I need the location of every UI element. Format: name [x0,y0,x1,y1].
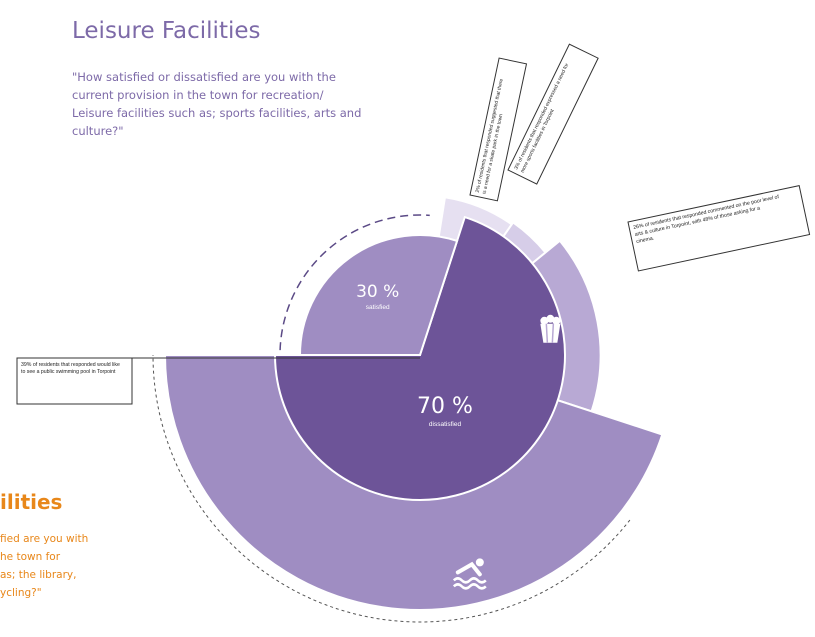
survey-question: "How satisfied or dissatisfied are you w… [72,70,362,138]
satisfied-dashed-arc [279,214,430,351]
dissatisfied-percent-label: 70 % [417,394,473,419]
swimmer-icon [452,558,487,590]
satisfied-sub-label: satisfied [366,304,390,311]
cropped-question-line: ycling?" [0,587,42,599]
cropped-question-line: fied are you with [0,533,89,545]
pool-annotation: 39% of residents that responded would li… [16,357,133,405]
page-title: Leisure Facilities [72,18,261,44]
satisfied-sector [298,234,459,356]
satisfied-percent-label: 30 % [356,282,399,302]
cinema-annotation: 26% of residents that responded commente… [627,185,811,272]
cropped-question-line: he town for [0,551,61,563]
skate-annotation: 2% of residents that responded suggested… [469,57,528,202]
dissatisfied-sector [273,215,566,501]
popcorn-icon [540,314,561,343]
swimming-pool-dashed-arc [152,354,631,623]
pool-annotation-text: 39% of residents that responded would li… [21,362,120,375]
cropped-section-title: ilities [0,490,63,514]
dissatisfied-sub-label: dissatisfied [429,421,462,428]
cropped-question-line: as; the library, [0,569,77,581]
